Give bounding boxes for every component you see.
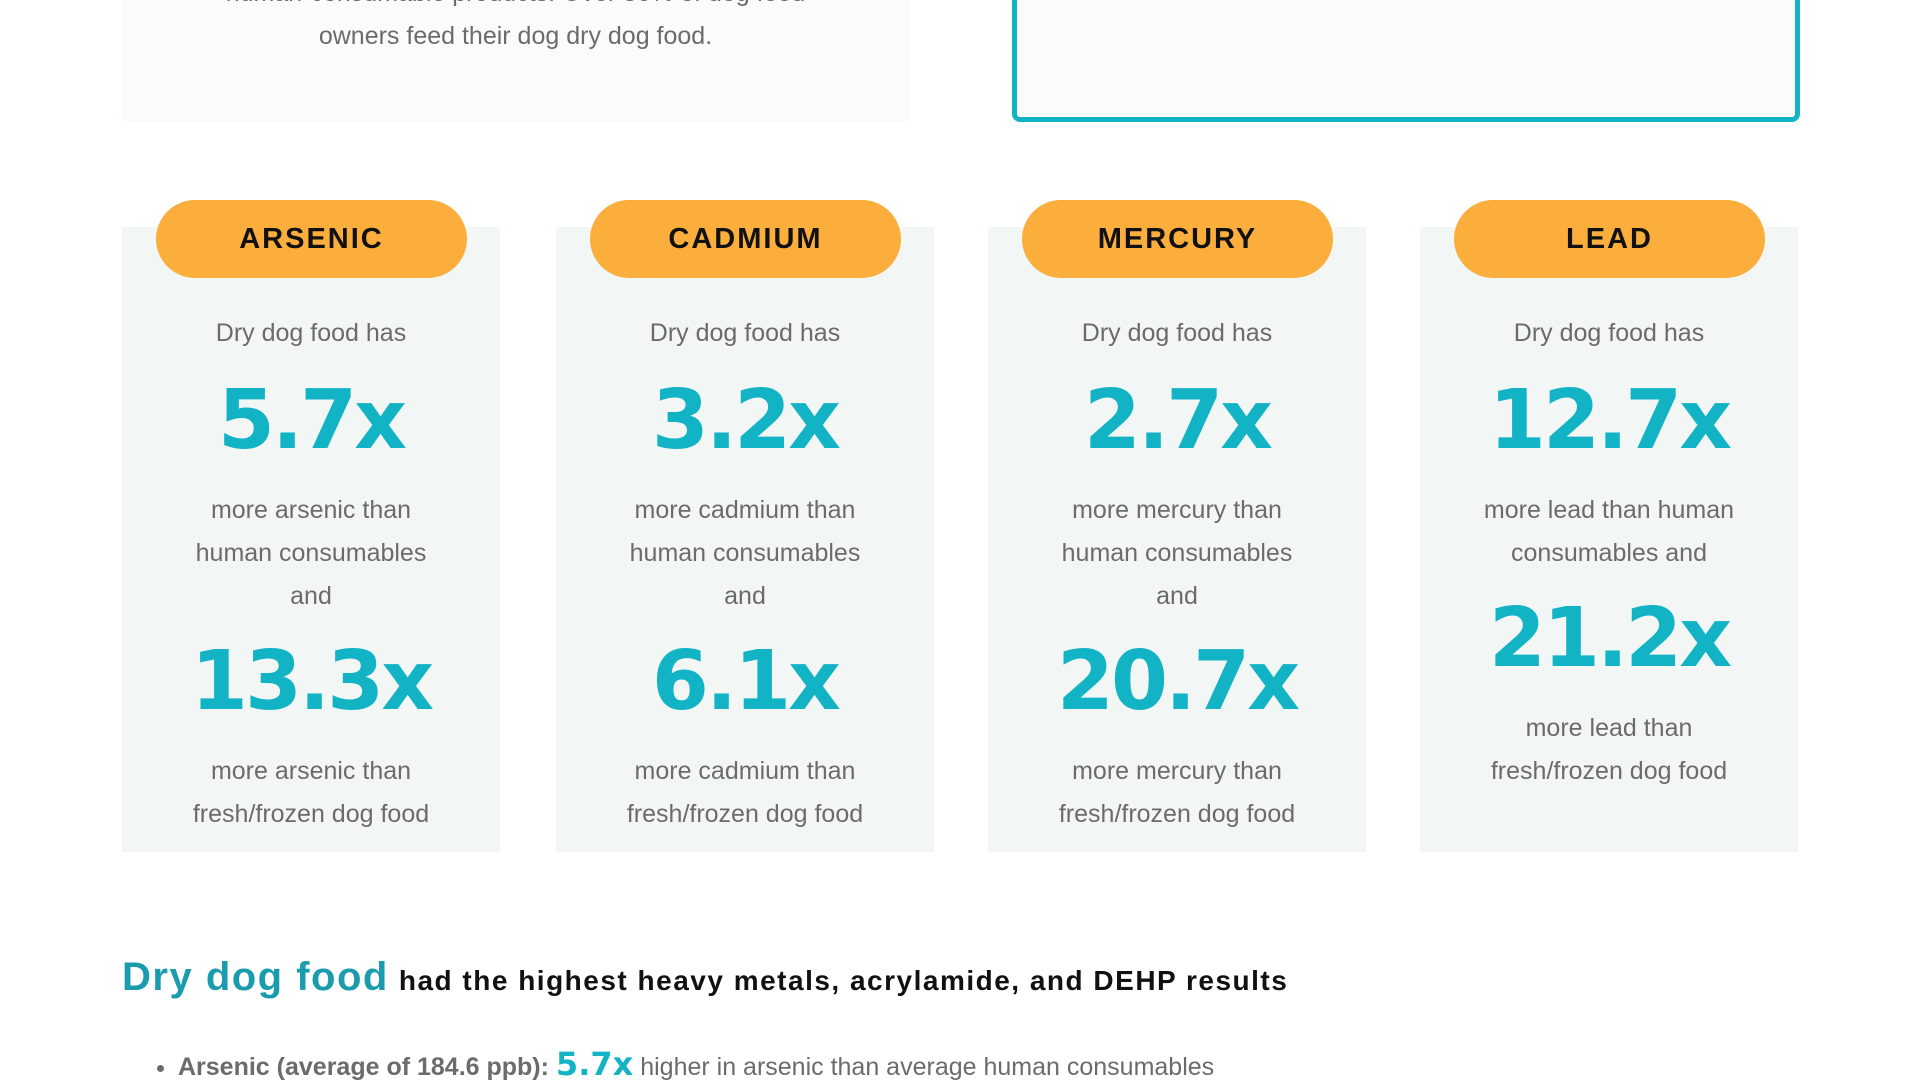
bullet-list: Arsenic (average of 184.6 ppb): 5.7x hig… (152, 1045, 1214, 1080)
comparison-line: and (724, 582, 766, 610)
metal-card: LEAD Dry dog food has 12.7x more lead than … (1420, 200, 1798, 852)
multiplier: 2.7x (1083, 373, 1273, 468)
intro-line: owners feed their dog dry dog food. (318, 22, 713, 50)
comparison-line: human consumables (629, 539, 861, 567)
heading-text: had the highest heavy metals, acrylamide… (398, 965, 1289, 996)
comparison-line: consumables and (1511, 539, 1707, 567)
metal-label: MERCURY (1022, 200, 1333, 278)
comparison-line: and (290, 582, 332, 610)
section-heading: Dry dog food had the highest heavy metals… (122, 955, 1288, 1000)
comparison-line: more arsenic than (210, 496, 412, 524)
comparison-line: more mercury than (1072, 496, 1282, 524)
lead-in: Dry dog food has (1513, 319, 1705, 347)
intro-card: human-consumable products. Over 80% of d… (122, 0, 909, 122)
metal-label: CADMIUM (590, 200, 901, 278)
highlight-box (1012, 0, 1800, 122)
comparison-line: more cadmium than (634, 757, 856, 785)
multiplier: 5.7x (217, 373, 407, 468)
comparison-line: human consumables (195, 539, 427, 567)
multiplier: 12.7x (1488, 373, 1732, 468)
multiplier: 13.3x (190, 634, 434, 729)
multiplier: 6.1x (651, 634, 841, 729)
comparison-line: fresh/frozen dog food (1058, 800, 1296, 828)
intro-line: human-consumable products. Over 80% of d… (122, 0, 909, 15)
comparison-line: fresh/frozen dog food (192, 800, 430, 828)
metal-label: LEAD (1454, 200, 1765, 278)
metal-card: CADMIUM Dry dog food has 3.2x more cadmium … (556, 200, 934, 852)
comparison-line: human consumables (1061, 539, 1293, 567)
intro-text: human-consumable products. Over 80% of d… (122, 0, 909, 58)
lead-in: Dry dog food has (1081, 319, 1273, 347)
bullet-text: higher in arsenic than average human con… (640, 1053, 1215, 1080)
comparison-line: fresh/frozen dog food (626, 800, 864, 828)
multiplier: 3.2x (651, 373, 841, 468)
multiplier: 20.7x (1056, 634, 1300, 729)
comparison-line: more arsenic than (210, 757, 412, 785)
comparison-line: and (1156, 582, 1198, 610)
bullet-label: Arsenic (average of 184.6 ppb): (178, 1053, 549, 1080)
lead-in: Dry dog food has (215, 319, 407, 347)
bullet-item: Arsenic (average of 184.6 ppb): 5.7x hig… (178, 1045, 1214, 1080)
multiplier: 21.2x (1488, 591, 1732, 686)
comparison-line: more lead than human (1483, 496, 1735, 524)
comparison-line: more cadmium than (634, 496, 856, 524)
metal-label: ARSENIC (156, 200, 467, 278)
metal-card: MERCURY Dry dog food has 2.7x more mercury … (988, 200, 1366, 852)
comparison-line: more lead than (1525, 714, 1693, 742)
comparison-line: fresh/frozen dog food (1490, 757, 1728, 785)
heading-highlight: Dry dog food (122, 955, 389, 999)
bullet-multiplier: 5.7x (555, 1045, 634, 1080)
metal-card: ARSENIC Dry dog food has 5.7x more arsenic … (122, 200, 500, 852)
lead-in: Dry dog food has (649, 319, 841, 347)
comparison-line: more mercury than (1072, 757, 1282, 785)
